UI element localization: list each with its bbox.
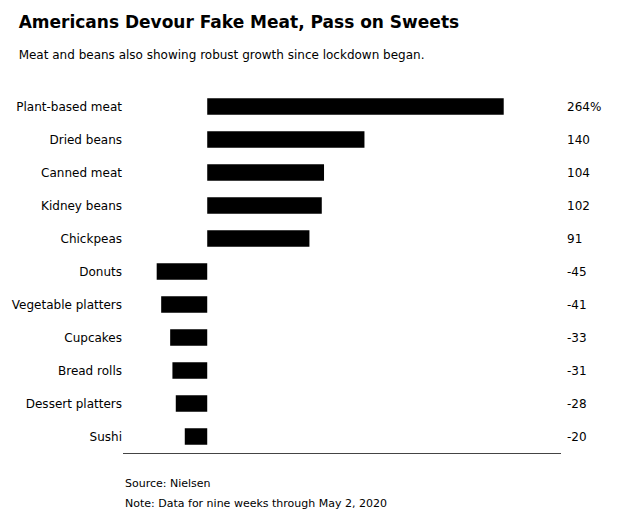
svg-text:Vegetable platters: Vegetable platters <box>12 298 122 312</box>
svg-text:91: 91 <box>567 232 582 246</box>
svg-text:104: 104 <box>567 166 590 180</box>
svg-text:Americans Devour Fake Meat, Pa: Americans Devour Fake Meat, Pass on Swee… <box>19 12 460 32</box>
svg-text:-20: -20 <box>567 430 587 444</box>
svg-text:Dessert platters: Dessert platters <box>26 397 122 411</box>
svg-text:Dried beans: Dried beans <box>49 133 122 147</box>
svg-text:Note: Data for nine weeks thro: Note: Data for nine weeks through May 2,… <box>125 497 387 510</box>
svg-text:Canned meat: Canned meat <box>41 166 122 180</box>
svg-text:Chickpeas: Chickpeas <box>61 232 122 246</box>
svg-text:Source: Nielsen: Source: Nielsen <box>125 477 211 490</box>
svg-text:Plant-based meat: Plant-based meat <box>16 100 122 114</box>
svg-text:Meat and beans also showing ro: Meat and beans also showing robust growt… <box>19 48 425 62</box>
svg-text:Sushi: Sushi <box>90 430 122 444</box>
svg-text:140: 140 <box>567 133 590 147</box>
svg-text:-28: -28 <box>567 397 587 411</box>
svg-text:-45: -45 <box>567 265 587 279</box>
svg-text:264%: 264% <box>567 100 601 114</box>
svg-text:Donuts: Donuts <box>79 265 122 279</box>
svg-text:102: 102 <box>567 199 590 213</box>
svg-text:Bread rolls: Bread rolls <box>58 364 122 378</box>
svg-text:Cupcakes: Cupcakes <box>64 331 122 345</box>
svg-text:-41: -41 <box>567 298 587 312</box>
svg-text:-31: -31 <box>567 364 587 378</box>
svg-text:Kidney beans: Kidney beans <box>41 199 122 213</box>
svg-text:-33: -33 <box>567 331 587 345</box>
